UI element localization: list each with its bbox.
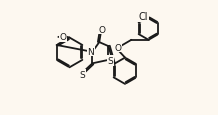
Text: S: S [108,56,114,65]
Text: O: O [98,26,105,34]
Text: O: O [115,43,122,52]
Text: S: S [80,70,85,79]
Text: Cl: Cl [139,12,148,22]
Text: O: O [60,33,67,42]
Text: N: N [87,47,94,56]
